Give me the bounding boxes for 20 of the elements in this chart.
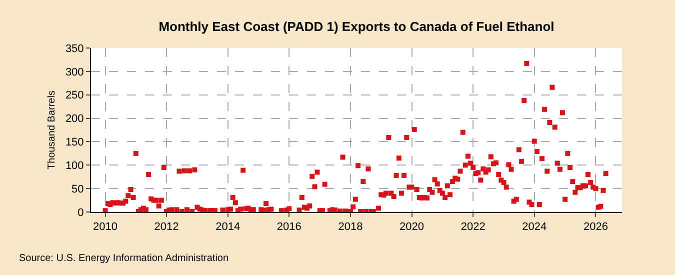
y-tick-label: 250 [65,90,84,102]
y-tick-label: 200 [65,113,84,126]
y-tick-label: 150 [65,136,84,149]
source-note: Source: U.S. Energy Information Administration [19,253,229,264]
x-tick-label: 2012 [154,221,179,234]
y-tick-label: 300 [65,66,84,78]
x-tick-label: 2026 [583,221,608,234]
y-tick-label: 0 [78,206,84,219]
x-tick-label: 2022 [460,221,486,234]
chart-title: Monthly East Coast (PADD 1) Exports to Canada of Fuel Ethanol [158,19,554,34]
x-tick-label: 2020 [400,221,424,234]
x-tick-label: 2024 [522,221,547,234]
y-tick-label: 50 [72,183,84,196]
x-tick-label: 2016 [276,221,302,234]
x-tick-label: 2014 [216,221,240,234]
x-tick-label: 2018 [338,221,363,234]
y-axis-title: Thousand Barrels [46,90,58,170]
y-tick-label: 350 [65,42,84,55]
y-tick-label: 100 [65,160,84,172]
x-tick-label: 2010 [93,221,118,234]
